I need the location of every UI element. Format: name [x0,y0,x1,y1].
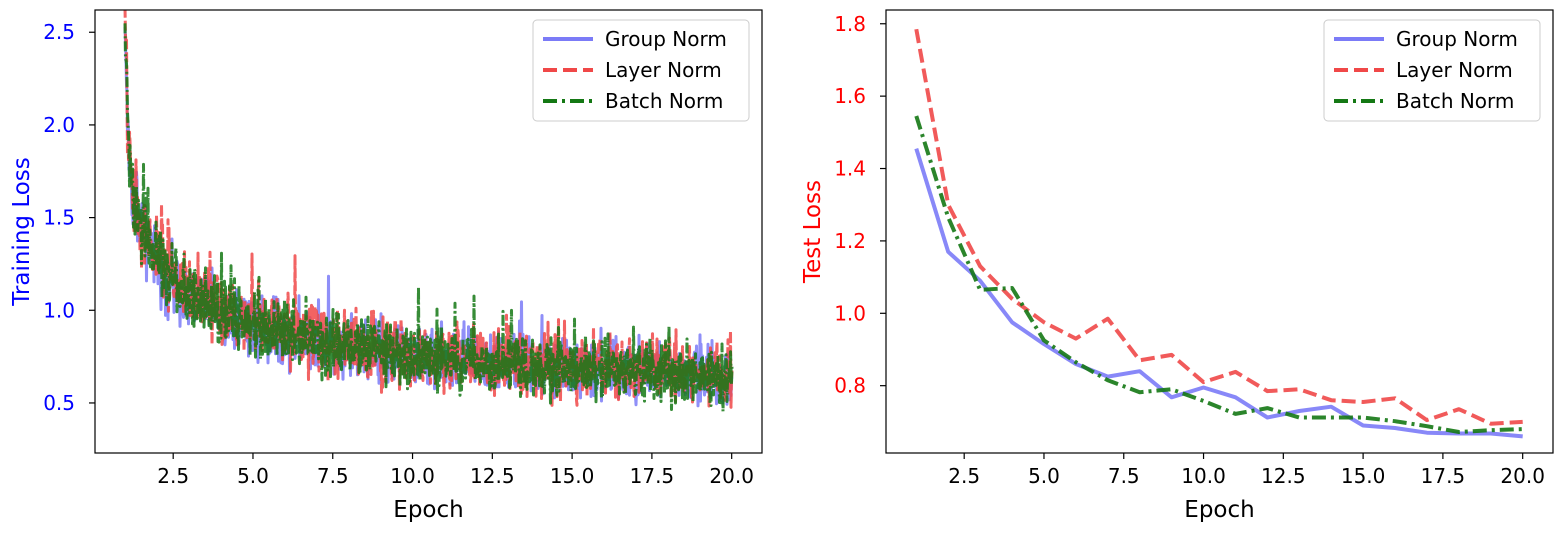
legend-label: Batch Norm [605,89,723,113]
series-line-batch-norm [914,115,1523,434]
x-tick-label: 5.0 [237,464,269,488]
y-tick-label: 0.5 [43,391,75,415]
y-tick-label: 2.5 [43,20,75,44]
test-loss-panel: 2.5 5.0 7.5 10.0 12.5 15.0 17.5 20.0 0.8 1.0 1.2 1.… [800,9,1554,523]
x-tick-label: 7.5 [1108,464,1140,488]
x-axis-label: Epoch [1184,497,1254,523]
series-line-layer-norm [914,28,1523,426]
x-tick-label: 7.5 [317,464,349,488]
legend-label: Group Norm [605,27,727,51]
y-axis-label: Training Loss [9,157,35,307]
y-tick-label: 1.8 [834,12,866,36]
series-line-batch-norm [123,23,734,413]
x-tick-label: 17.5 [630,464,675,488]
x-tick-label: 10.0 [390,464,435,488]
legend: Group Norm Layer Norm Batch Norm [532,19,750,122]
legend-box [1323,19,1541,122]
plot-frame [94,9,763,454]
y-axis-label: Test Loss [800,180,826,284]
y-tick-label: 0.8 [834,374,866,398]
x-tick-label: 10.0 [1181,464,1226,488]
y-tick-label: 1.0 [834,301,866,325]
y-tick-label: 2.0 [43,113,75,137]
legend-box [532,19,750,122]
x-tick-label: 2.5 [157,464,189,488]
plot-frame [885,9,1554,454]
series-group [914,28,1523,439]
x-tick-label: 12.5 [470,464,515,488]
legend-label: Layer Norm [605,58,722,82]
y-tick-label: 1.6 [834,84,866,108]
y-tick-label: 1.0 [43,298,75,322]
training-loss-panel: 2.5 5.0 7.5 10.0 12.5 15.0 17.5 20.0 0.5 1.0 1.5 2.… [9,9,763,523]
y-tick-label: 1.5 [43,206,75,230]
legend-label: Batch Norm [1396,89,1514,113]
y-tick-label: 1.2 [834,229,866,253]
x-tick-label: 15.0 [1341,464,1386,488]
x-tick-label: 12.5 [1261,464,1306,488]
y-tick-label: 1.4 [834,157,866,181]
legend: Group Norm Layer Norm Batch Norm [1323,19,1541,122]
series-line-group-norm [914,148,1523,439]
legend-label: Layer Norm [1396,58,1513,82]
x-tick-label: 5.0 [1028,464,1060,488]
x-tick-label: 17.5 [1421,464,1466,488]
x-tick-label: 20.0 [709,464,754,488]
x-tick-label: 2.5 [948,464,980,488]
x-tick-label: 15.0 [550,464,595,488]
legend-label: Group Norm [1396,27,1518,51]
series-group [123,10,734,413]
x-axis-label: Epoch [393,497,463,523]
x-tick-label: 20.0 [1500,464,1545,488]
